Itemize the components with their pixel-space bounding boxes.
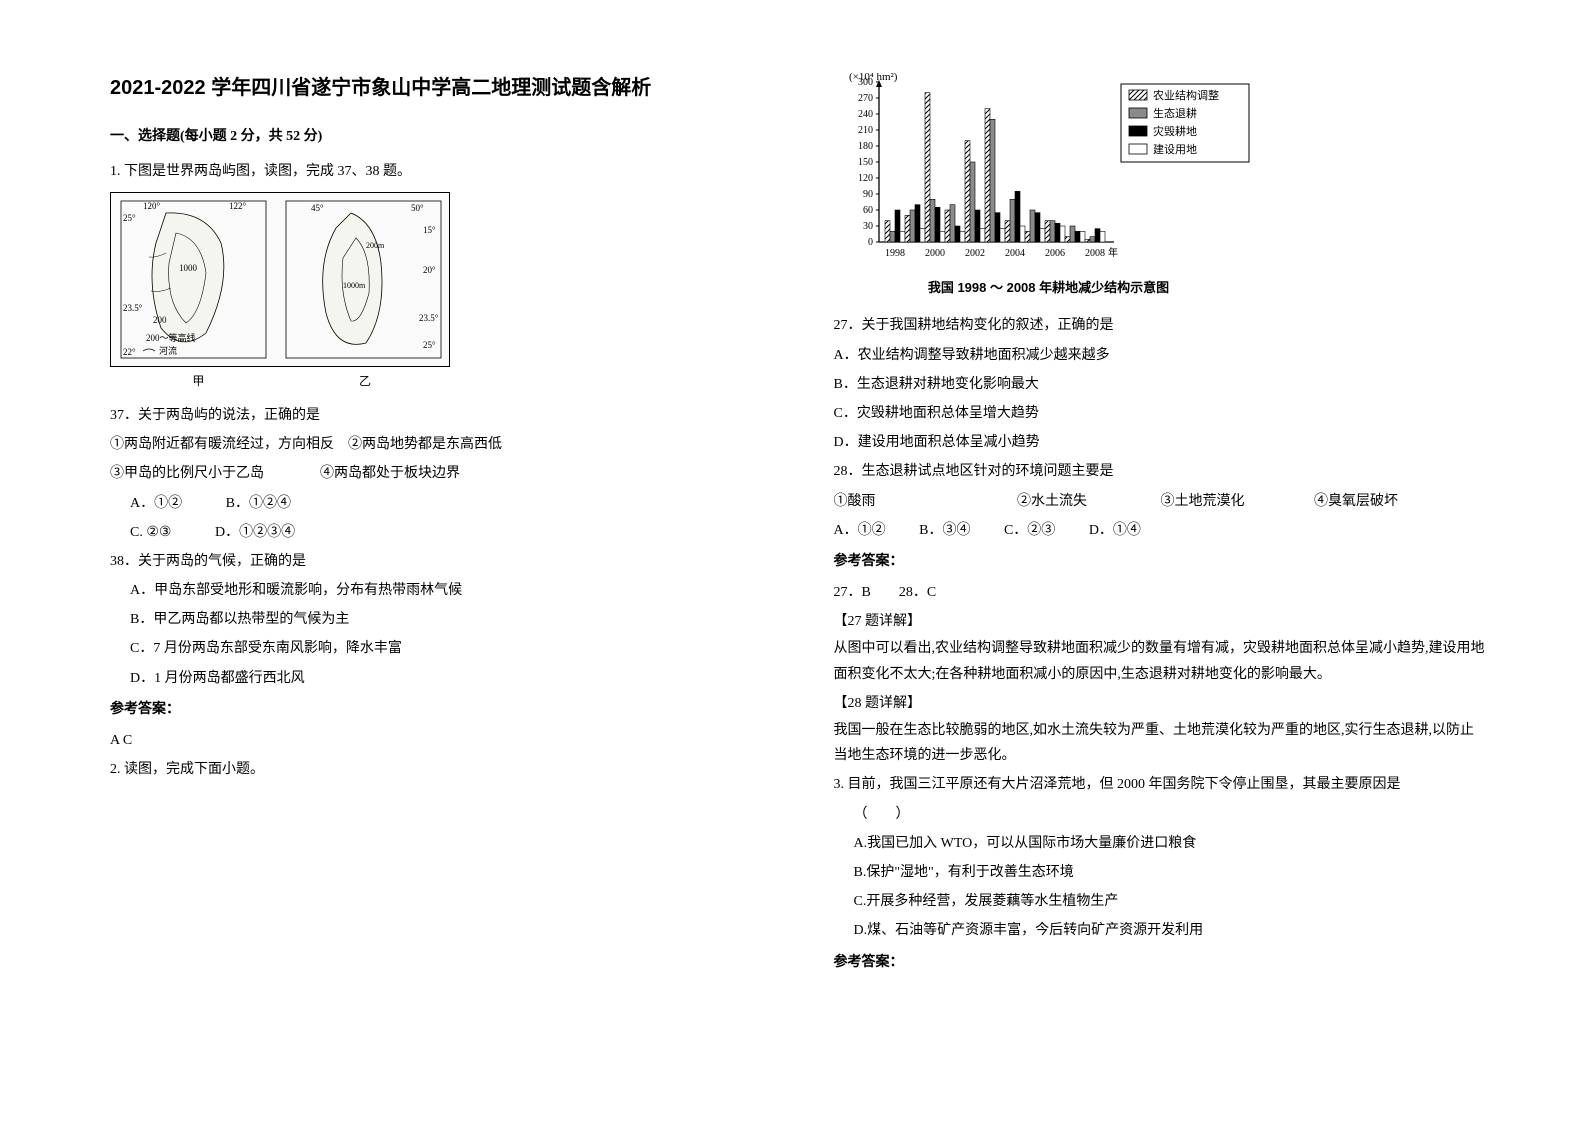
q27-stem: 27．关于我国耕地结构变化的叙述，正确的是 [834, 313, 1488, 338]
svg-text:2002: 2002 [965, 248, 985, 259]
q3-opt-a: A.我国已加入 WTO，可以从国际市场大量廉价进口粮食 [854, 831, 1488, 856]
q1-answer: A C [110, 728, 764, 753]
q2-stem: 2. 读图，完成下面小题。 [110, 757, 764, 782]
island-map-figure: 1000 200 120° 122° 25° 23.5° 22° 200～等高线… [110, 192, 450, 367]
svg-text:建设用地: 建设用地 [1153, 142, 1197, 156]
q3-answer-label: 参考答案： [834, 950, 1488, 975]
svg-text:122°: 122° [229, 201, 247, 211]
svg-text:(×10⁴ hm²): (×10⁴ hm²) [849, 71, 898, 83]
svg-text:2006: 2006 [1045, 248, 1065, 259]
q38-opt-a: A．甲岛东部受地形和暖流影响，分布有热带雨林气候 [130, 578, 764, 603]
svg-text:200～等高线: 200～等高线 [146, 332, 196, 343]
map-caption: 甲乙 [110, 371, 450, 393]
q28-opt-d: D．①④ [1089, 518, 1141, 543]
q27-opt-c: C．灾毁耕地面积总体呈增大趋势 [834, 401, 1488, 426]
svg-text:灾毁耕地: 灾毁耕地 [1153, 124, 1197, 138]
exp28-head: 【28 题详解】 [834, 691, 1488, 716]
exam-title: 2021-2022 学年四川省遂宁市象山中学高二地理测试题含解析 [110, 70, 764, 106]
q38-opt-b: B．甲乙两岛都以热带型的气候为主 [130, 607, 764, 632]
right-column: (×10⁴ hm²) 0 30 60 90 120 150 180 210 240 270 300 19… [804, 70, 1498, 1082]
q28-opt-a: A．①② [834, 518, 886, 543]
q28-opt-b: B．③④ [919, 518, 970, 543]
svg-text:180: 180 [858, 141, 873, 152]
q38-stem: 38．关于两岛的气候，正确的是 [110, 549, 764, 574]
farmland-chart: (×10⁴ hm²) 0 30 60 90 120 150 180 210 240 270 300 19… [834, 70, 1264, 270]
svg-text:22°: 22° [123, 347, 136, 357]
svg-text:23.5°: 23.5° [419, 313, 439, 323]
q28-i2: ②水土流失 [1017, 489, 1127, 514]
svg-text:90: 90 [863, 189, 873, 200]
left-column: 2021-2022 学年四川省遂宁市象山中学高二地理测试题含解析 一、选择题(每… [100, 70, 804, 1082]
q28-i4: ④臭氧层破坏 [1314, 489, 1398, 514]
svg-text:农业结构调整: 农业结构调整 [1153, 88, 1219, 102]
q3-stem: 3. 目前，我国三江平原还有大片沼泽荒地，但 2000 年国务院下令停止围垦，其… [834, 772, 1488, 797]
svg-text:120°: 120° [143, 201, 161, 211]
svg-text:25°: 25° [123, 213, 136, 223]
q2-answer-label: 参考答案： [834, 549, 1488, 574]
svg-text:200: 200 [153, 315, 167, 325]
svg-text:25°: 25° [423, 340, 436, 350]
q27-opt-b: B．生态退耕对耕地变化影响最大 [834, 372, 1488, 397]
svg-text:2008: 2008 [1085, 248, 1105, 259]
q3-opt-d: D.煤、石油等矿产资源丰富，今后转向矿产资源开发利用 [854, 918, 1488, 943]
svg-text:30: 30 [863, 221, 873, 232]
svg-text:210: 210 [858, 125, 873, 136]
q3-opt-c: C.开展多种经营，发展菱藕等水生植物生产 [854, 889, 1488, 914]
q37-opts-row2: C. ②③ D．①②③④ [130, 520, 764, 545]
svg-text:15°: 15° [423, 225, 436, 235]
q28-opts: A．①② B．③④ C．②③ D．①④ [834, 518, 1488, 543]
q28-i3: ③土地荒漠化 [1161, 489, 1281, 514]
q38-opt-c: C．7 月份两岛东部受东南风影响，降水丰富 [130, 636, 764, 661]
q28-items: ①酸雨 ②水土流失 ③土地荒漠化 ④臭氧层破坏 [834, 489, 1488, 514]
svg-text:200m: 200m [366, 241, 385, 250]
q37-item2: ③甲岛的比例尺小于乙岛 ④两岛都处于板块边界 [110, 461, 764, 486]
svg-text:45°: 45° [311, 203, 324, 213]
q38-opt-d: D．1 月份两岛都盛行西北风 [130, 666, 764, 691]
svg-text:150: 150 [858, 157, 873, 168]
svg-text:年: 年 [1108, 246, 1118, 259]
q28-opt-c: C．②③ [1004, 518, 1055, 543]
svg-text:270: 270 [858, 93, 873, 104]
q3-blank: （ ） [854, 802, 1488, 827]
q37-stem: 37．关于两岛屿的说法，正确的是 [110, 403, 764, 428]
q37-item1: ①两岛附近都有暖流经过，方向相反 ②两岛地势都是东高西低 [110, 432, 764, 457]
q28-i1: ①酸雨 [834, 489, 984, 514]
svg-text:240: 240 [858, 109, 873, 120]
q27-opt-d: D．建设用地面积总体呈减小趋势 [834, 430, 1488, 455]
q2-answer: 27．B 28．C [834, 580, 1488, 605]
svg-text:1000m: 1000m [343, 281, 366, 290]
svg-text:50°: 50° [411, 203, 424, 213]
svg-text:河流: 河流 [159, 345, 177, 356]
q37-opts-row1: A．①② B．①②④ [130, 491, 764, 516]
q1-answer-label: 参考答案： [110, 697, 764, 722]
q27-opt-a: A．农业结构调整导致耕地面积减少越来越多 [834, 343, 1488, 368]
map-svg: 1000 200 120° 122° 25° 23.5° 22° 200～等高线… [111, 193, 449, 366]
exp27-text: 从图中可以看出,农业结构调整导致耕地面积减少的数量有增有减，灾毁耕地面积总体呈减… [834, 636, 1488, 686]
svg-text:生态退耕: 生态退耕 [1153, 106, 1197, 120]
svg-text:60: 60 [863, 205, 873, 216]
section-1-header: 一、选择题(每小题 2 分，共 52 分) [110, 124, 764, 149]
q28-stem: 28．生态退耕试点地区针对的环境问题主要是 [834, 459, 1488, 484]
svg-text:23.5°: 23.5° [123, 303, 143, 313]
svg-text:120: 120 [858, 173, 873, 184]
svg-text:300: 300 [858, 77, 873, 88]
q1-stem: 1. 下图是世界两岛屿图，读图，完成 37、38 题。 [110, 159, 764, 184]
q37-opt-a: A．①② [130, 491, 182, 516]
q3-opt-b: B.保护"湿地"，有利于改善生态环境 [854, 860, 1488, 885]
svg-text:2004: 2004 [1005, 248, 1025, 259]
q37-opt-b: B．①②④ [226, 491, 291, 516]
chart-caption: 我国 1998 ～ 2008 年耕地减少结构示意图 [834, 276, 1264, 299]
exp28-text: 我国一般在生态比较脆弱的地区,如水土流失较为严重、土地荒漠化较为严重的地区,实行… [834, 718, 1488, 768]
svg-text:1000: 1000 [179, 263, 198, 273]
exp27-head: 【27 题详解】 [834, 609, 1488, 634]
svg-text:20°: 20° [423, 265, 436, 275]
svg-text:1998: 1998 [885, 248, 905, 259]
q37-opt-d: D．①②③④ [215, 520, 295, 545]
svg-text:2000: 2000 [925, 248, 945, 259]
svg-text:0: 0 [868, 237, 873, 248]
q37-opt-c: C. ②③ [130, 520, 171, 545]
chart-svg: (×10⁴ hm²) 0 30 60 90 120 150 180 210 240 270 300 19… [834, 70, 1264, 270]
